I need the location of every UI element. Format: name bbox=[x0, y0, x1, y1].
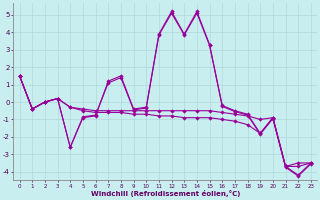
X-axis label: Windchill (Refroidissement éolien,°C): Windchill (Refroidissement éolien,°C) bbox=[91, 190, 240, 197]
